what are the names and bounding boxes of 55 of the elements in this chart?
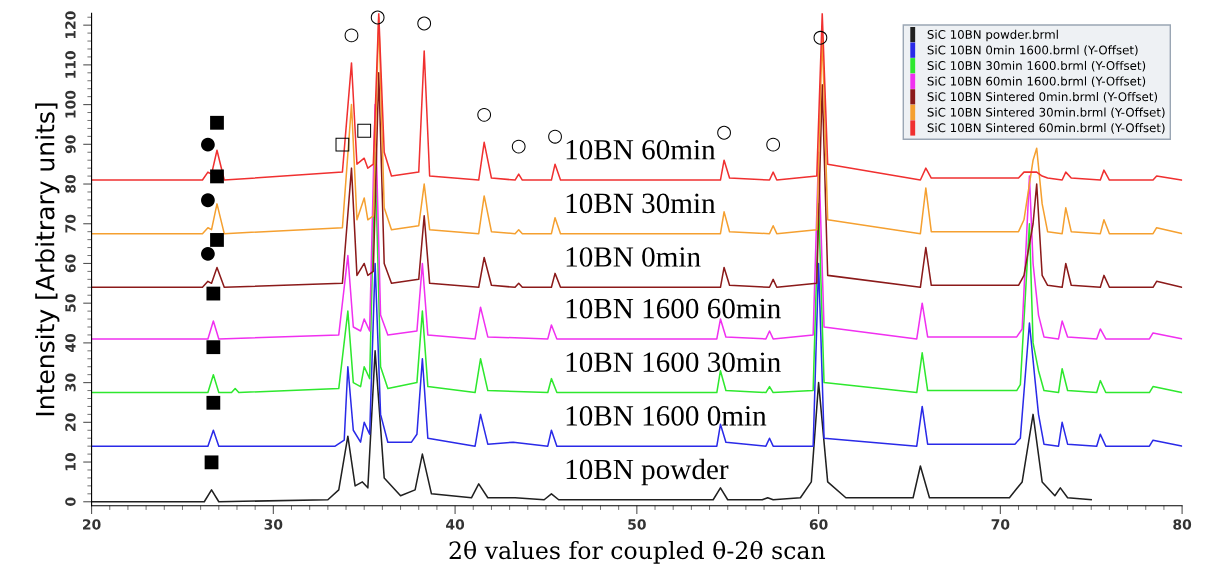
legend-label: SiC 10BN Sintered 0min.brml (Y-Offset) [927,92,1158,103]
annotation: ● [201,193,215,208]
legend-label: SiC 10BN 30min 1600.brml (Y-Offset) [927,60,1146,72]
annotation: 10BN 1600 0min [566,405,767,426]
x-axis-title: 2θ values for coupled θ-2θ scan [449,540,826,564]
legend-label: SiC 10BN powder.brml [927,29,1058,42]
x-tick-label: 60 [809,519,828,530]
x-tick-label: 20 [83,519,101,530]
line-series [91,103,1183,340]
annotation: ■ [204,455,219,470]
x-tick-label: 30 [264,519,283,530]
annotation: □ [357,123,372,138]
y-tick-label: 30 [65,373,76,392]
legend-label: SiC 10BN 60min 1600.brml (Y-Offset) [927,76,1146,87]
y-tick-label: 70 [65,214,76,233]
annotation: ■ [210,115,224,130]
annotation: 10BN 1600 60min [566,298,781,319]
annotation: ■ [206,286,221,301]
y-tick-label: 10 [65,453,76,471]
annotation: ○ [766,137,781,152]
y-tick-label: 100 [65,90,76,118]
legend-label: SiC 10BN Sintered 30min.brml (Y-Offset) [927,107,1165,119]
y-tick-label: 40 [65,333,76,352]
y-axis-title: Intensity [Arbitrary units] [35,103,60,416]
y-tick-label: 120 [65,11,76,39]
annotation: 10BN powder [566,458,729,486]
annotation: ○ [417,16,432,31]
annotation: ○ [511,139,526,154]
y-tick-label: 50 [65,294,76,312]
annotation: ■ [206,340,221,355]
x-tick-label: 70 [991,519,1010,530]
annotation: ○ [717,125,731,140]
x-tick-label: 50 [628,519,646,530]
y-tick-label: 60 [65,254,76,273]
annotation: 10BN 1600 30min [566,352,781,373]
y-tick-label: 0 [65,497,76,506]
y-tick-label: 20 [65,413,76,431]
annotation: ■ [206,395,221,410]
y-tick-label: 80 [65,175,76,193]
legend-label: SiC 10BN 0min 1600.brml (Y-Offset) [927,45,1138,56]
annotation: ○ [477,107,492,122]
annotation: 10BN 60min [566,139,716,160]
annotation: ○ [548,129,562,144]
annotation: ● [201,137,215,152]
annotation: ○ [344,28,359,43]
annotation: ● [201,246,215,261]
x-tick-label: 80 [1173,519,1192,530]
annotation: 10BN 30min [566,193,716,214]
x-tick-label: 40 [446,519,465,530]
annotation: ■ [210,169,224,184]
annotation: 10BN 0min [566,247,701,267]
y-tick-label: 110 [65,51,76,78]
legend-label: SiC 10BN Sintered 60min.brml (Y-Offset) [927,123,1165,134]
y-tick-label: 90 [65,135,76,154]
annotation: ■ [210,233,224,247]
